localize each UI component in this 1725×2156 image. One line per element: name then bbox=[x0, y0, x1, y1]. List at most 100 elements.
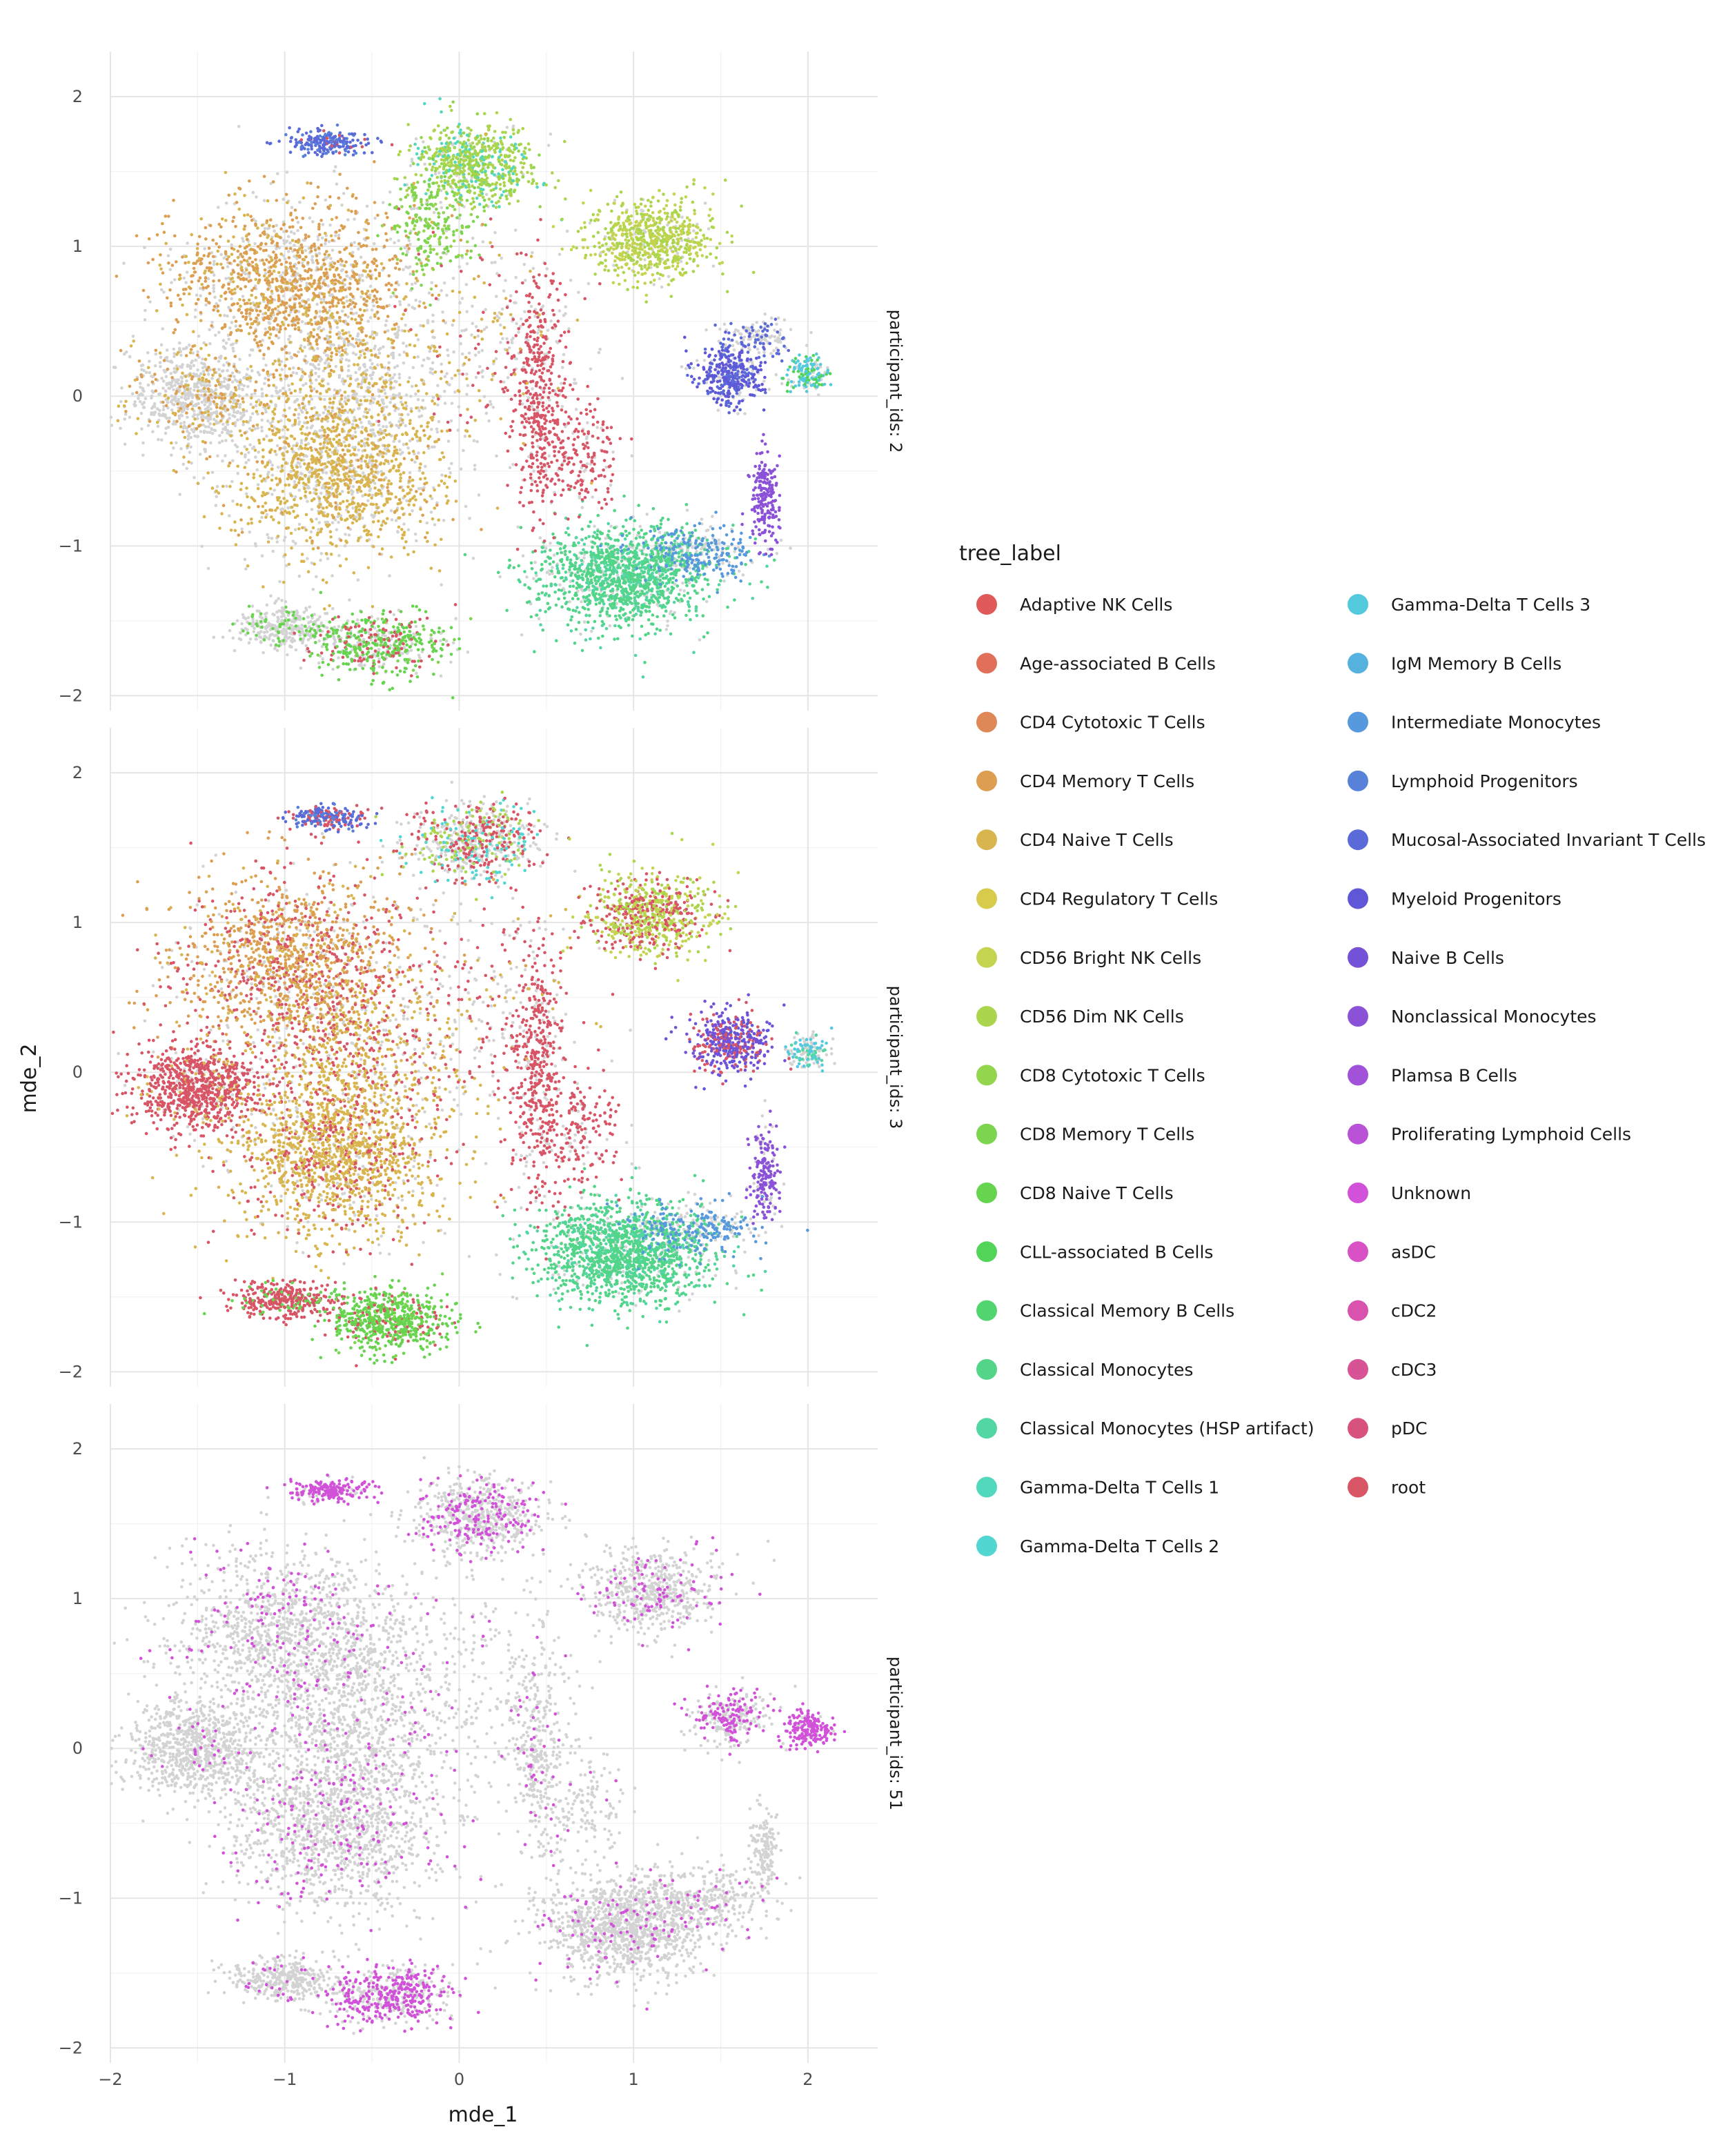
background-point bbox=[276, 172, 279, 176]
data-point bbox=[264, 248, 268, 253]
data-point bbox=[305, 288, 309, 293]
background-point bbox=[320, 236, 324, 240]
data-point bbox=[243, 213, 246, 217]
background-point bbox=[507, 346, 511, 350]
background-point bbox=[453, 390, 457, 394]
background-point bbox=[450, 377, 454, 380]
background-point bbox=[290, 206, 294, 210]
background-point bbox=[288, 351, 291, 355]
background-point bbox=[328, 406, 331, 409]
background-point bbox=[476, 334, 480, 338]
background-point bbox=[213, 295, 217, 299]
data-point bbox=[257, 273, 262, 277]
background-point bbox=[722, 579, 726, 583]
background-point bbox=[319, 558, 322, 562]
data-point bbox=[213, 304, 217, 308]
background-point bbox=[344, 295, 348, 299]
data-point bbox=[290, 218, 295, 222]
background-point bbox=[273, 633, 277, 637]
data-point bbox=[373, 268, 377, 272]
background-point bbox=[475, 439, 479, 444]
background-point bbox=[170, 453, 173, 457]
background-point bbox=[350, 307, 353, 311]
data-point bbox=[266, 406, 270, 410]
background-point bbox=[736, 342, 740, 346]
background-point bbox=[686, 548, 689, 552]
background-point bbox=[206, 406, 210, 410]
data-point bbox=[181, 255, 184, 259]
background-point bbox=[704, 328, 708, 332]
background-point bbox=[226, 369, 229, 373]
data-point bbox=[412, 503, 416, 507]
background-point bbox=[643, 258, 647, 261]
background-point bbox=[474, 375, 478, 379]
data-point bbox=[435, 504, 439, 507]
background-point bbox=[445, 293, 448, 297]
background-point bbox=[313, 365, 317, 368]
background-point bbox=[587, 588, 591, 592]
data-point bbox=[373, 354, 377, 357]
background-point bbox=[247, 641, 251, 644]
background-point bbox=[174, 380, 178, 384]
background-point bbox=[313, 406, 317, 410]
background-point bbox=[288, 406, 291, 410]
data-point bbox=[219, 294, 223, 298]
data-point bbox=[186, 388, 189, 391]
data-point bbox=[195, 426, 199, 431]
background-point bbox=[240, 527, 244, 531]
data-point bbox=[153, 373, 157, 376]
x-axis-title: mde_1 bbox=[448, 2103, 518, 2127]
background-point bbox=[286, 250, 290, 253]
background-point bbox=[243, 445, 246, 448]
background-point bbox=[638, 524, 642, 528]
background-point bbox=[217, 441, 221, 444]
background-point bbox=[549, 319, 553, 323]
y-tick-label: 2 bbox=[72, 87, 83, 106]
background-point bbox=[289, 619, 293, 623]
data-point bbox=[241, 400, 245, 404]
background-point bbox=[142, 401, 146, 404]
data-point bbox=[290, 382, 294, 386]
background-point bbox=[433, 336, 436, 339]
background-point bbox=[275, 453, 278, 457]
background-point bbox=[516, 525, 520, 529]
background-point bbox=[239, 263, 242, 267]
data-point bbox=[339, 394, 344, 397]
data-point bbox=[193, 417, 197, 421]
background-point bbox=[267, 471, 270, 474]
data-point bbox=[362, 244, 366, 248]
data-point bbox=[211, 238, 215, 242]
data-point bbox=[437, 518, 440, 522]
background-point bbox=[500, 257, 503, 260]
background-point bbox=[264, 327, 268, 331]
data-point bbox=[284, 269, 288, 273]
background-point bbox=[241, 237, 244, 240]
data-point bbox=[217, 383, 221, 386]
data-point bbox=[290, 319, 294, 323]
background-point bbox=[162, 290, 166, 294]
data-point bbox=[225, 257, 229, 261]
data-point bbox=[237, 308, 241, 313]
background-point bbox=[270, 463, 275, 467]
background-point bbox=[144, 370, 148, 374]
background-point bbox=[266, 419, 270, 423]
data-point bbox=[206, 396, 210, 399]
background-point bbox=[395, 364, 400, 368]
background-point bbox=[342, 440, 346, 444]
data-point bbox=[408, 216, 411, 220]
background-point bbox=[256, 483, 260, 486]
data-point bbox=[199, 261, 204, 266]
data-point bbox=[359, 318, 364, 322]
data-point bbox=[202, 386, 206, 390]
background-point bbox=[202, 389, 206, 393]
data-point bbox=[215, 402, 219, 406]
background-point bbox=[241, 295, 245, 298]
data-point bbox=[329, 288, 333, 292]
data-point bbox=[205, 368, 209, 372]
background-point bbox=[224, 342, 228, 345]
background-point bbox=[204, 303, 208, 307]
background-point bbox=[353, 430, 357, 434]
background-point bbox=[131, 335, 135, 338]
background-point bbox=[449, 419, 453, 423]
data-point bbox=[280, 348, 284, 351]
